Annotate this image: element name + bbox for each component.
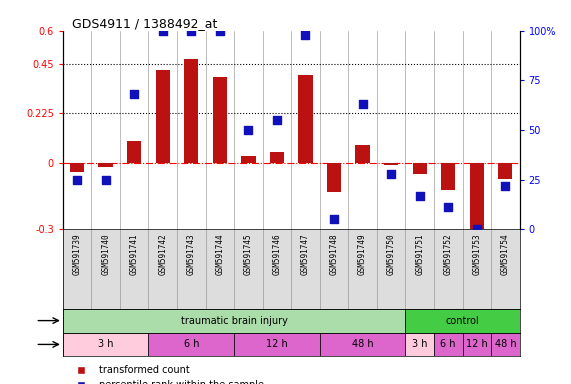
- Text: GSM591750: GSM591750: [387, 233, 396, 275]
- Text: 12 h: 12 h: [466, 339, 488, 349]
- Text: 6 h: 6 h: [183, 339, 199, 349]
- Bar: [470, 163, 484, 240]
- Bar: [270, 152, 284, 163]
- Point: [387, 170, 396, 177]
- Text: 3 h: 3 h: [412, 339, 428, 349]
- Bar: [213, 77, 227, 163]
- Text: GSM591752: GSM591752: [444, 233, 453, 275]
- Point: [187, 28, 196, 34]
- Text: GSM591754: GSM591754: [501, 233, 510, 275]
- Point: [130, 91, 139, 97]
- Text: GSM591741: GSM591741: [130, 233, 139, 275]
- Text: 3 h: 3 h: [98, 339, 114, 349]
- Text: GSM591749: GSM591749: [358, 233, 367, 275]
- Text: traumatic brain injury: traumatic brain injury: [180, 316, 288, 326]
- Text: GSM591748: GSM591748: [329, 233, 339, 275]
- Text: GSM591739: GSM591739: [73, 233, 82, 275]
- Bar: [99, 163, 113, 167]
- Bar: [355, 146, 370, 163]
- Point: [272, 117, 282, 123]
- Point: [215, 28, 224, 34]
- Text: GSM591751: GSM591751: [415, 233, 424, 275]
- Bar: [63, 333, 148, 356]
- Text: GSM591746: GSM591746: [272, 233, 282, 275]
- Bar: [299, 75, 313, 163]
- Text: control: control: [445, 316, 480, 326]
- Text: GSM591742: GSM591742: [158, 233, 167, 275]
- Point: [501, 182, 510, 189]
- Bar: [405, 333, 434, 356]
- Point: [158, 28, 167, 34]
- Text: 6 h: 6 h: [440, 339, 456, 349]
- Point: [329, 216, 339, 222]
- Bar: [498, 163, 513, 179]
- Text: GSM591740: GSM591740: [101, 233, 110, 275]
- Text: GSM591753: GSM591753: [472, 233, 481, 275]
- Text: 48 h: 48 h: [494, 339, 516, 349]
- Text: GDS4911 / 1388492_at: GDS4911 / 1388492_at: [72, 17, 218, 30]
- Bar: [320, 333, 405, 356]
- Text: GSM591747: GSM591747: [301, 233, 310, 275]
- Point: [472, 226, 481, 232]
- Text: 12 h: 12 h: [266, 339, 288, 349]
- Text: GSM591745: GSM591745: [244, 233, 253, 275]
- Bar: [241, 156, 256, 163]
- Point: [444, 204, 453, 210]
- Bar: [127, 141, 142, 163]
- Bar: [384, 163, 399, 165]
- Bar: [491, 333, 520, 356]
- Bar: [327, 163, 341, 192]
- Bar: [155, 70, 170, 163]
- Bar: [70, 163, 85, 172]
- Bar: [412, 163, 427, 174]
- Point: [244, 127, 253, 133]
- Point: [101, 177, 110, 183]
- Text: 48 h: 48 h: [352, 339, 373, 349]
- Bar: [63, 309, 405, 333]
- Bar: [184, 60, 199, 163]
- Point: [73, 177, 82, 183]
- Text: GSM591743: GSM591743: [187, 233, 196, 275]
- Point: [358, 101, 367, 107]
- Point: [301, 31, 310, 38]
- Bar: [441, 163, 455, 190]
- Text: GSM591744: GSM591744: [215, 233, 224, 275]
- Bar: [405, 309, 520, 333]
- Bar: [148, 333, 234, 356]
- Bar: [234, 333, 320, 356]
- Legend: transformed count, percentile rank within the sample: transformed count, percentile rank withi…: [68, 361, 268, 384]
- Bar: [463, 333, 491, 356]
- Bar: [434, 333, 463, 356]
- Point: [415, 192, 424, 199]
